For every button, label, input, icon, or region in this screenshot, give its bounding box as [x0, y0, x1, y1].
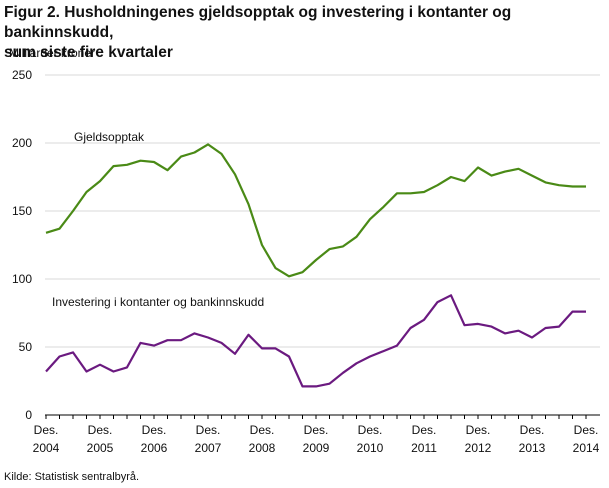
x-tick-label: 2012 [465, 441, 492, 455]
chart-title-line2: sum siste fire kvartaler [4, 44, 173, 61]
chart-title-line1: Figur 2. Husholdningenes gjeldsopptak og… [4, 4, 512, 41]
x-tick-label: 2007 [195, 441, 222, 455]
x-tick-label: 2013 [519, 441, 546, 455]
series-label-1: Gjeldsopptak [74, 130, 145, 144]
x-tick-label: 2004 [33, 441, 60, 455]
y-tick-label: 100 [12, 272, 32, 286]
y-tick-label: 250 [12, 68, 32, 82]
x-tick-label: Des. [250, 423, 275, 437]
x-tick-label: Des. [574, 423, 599, 437]
y-axis-ticks: 0 50 100 150 200 250 [12, 68, 32, 422]
x-tick-label: Des. [520, 423, 545, 437]
chart-title: Figur 2. Husholdningenes gjeldsopptak og… [4, 3, 604, 63]
source-note: Kilde: Statistisk sentralbyrå. [4, 471, 140, 483]
series-lines [45, 143, 586, 388]
x-tick-label: 2014 [573, 441, 600, 455]
y-tick-label: 0 [25, 408, 32, 422]
series-label-2: Investering i kontanter og bankinnskudd [52, 295, 264, 309]
x-tick-label: Des. [196, 423, 221, 437]
series-line-2 [45, 294, 586, 388]
y-axis-unit-label: Milliarder kroner [9, 46, 96, 60]
x-tick-label: 2011 [411, 441, 437, 455]
x-tick-label: 2005 [87, 441, 114, 455]
x-tick-label: Des. [358, 423, 383, 437]
x-tick-label: 2008 [249, 441, 276, 455]
series-line-1 [45, 143, 586, 278]
y-tick-label: 150 [12, 204, 32, 218]
x-axis: Des. 2004 Des. 2005 Des. 2006 Des. 2007 Des. 2008… [33, 415, 600, 455]
x-tick-label: Des. [466, 423, 491, 437]
x-tick-label: Des. [88, 423, 113, 437]
series-labels: Gjeldsopptak Investering i kontanter og b… [52, 130, 264, 309]
x-tick-label: Des. [304, 423, 329, 437]
y-tick-label: 200 [12, 136, 32, 150]
x-tick-label: Des. [142, 423, 167, 437]
grid-lines [45, 74, 600, 416]
x-tick-label: 2010 [357, 441, 384, 455]
x-tick-label: 2006 [141, 441, 168, 455]
y-tick-label: 50 [19, 340, 33, 354]
x-tick-label: Des. [412, 423, 437, 437]
x-tick-label: 2009 [303, 441, 330, 455]
x-tick-label: Des. [34, 423, 59, 437]
